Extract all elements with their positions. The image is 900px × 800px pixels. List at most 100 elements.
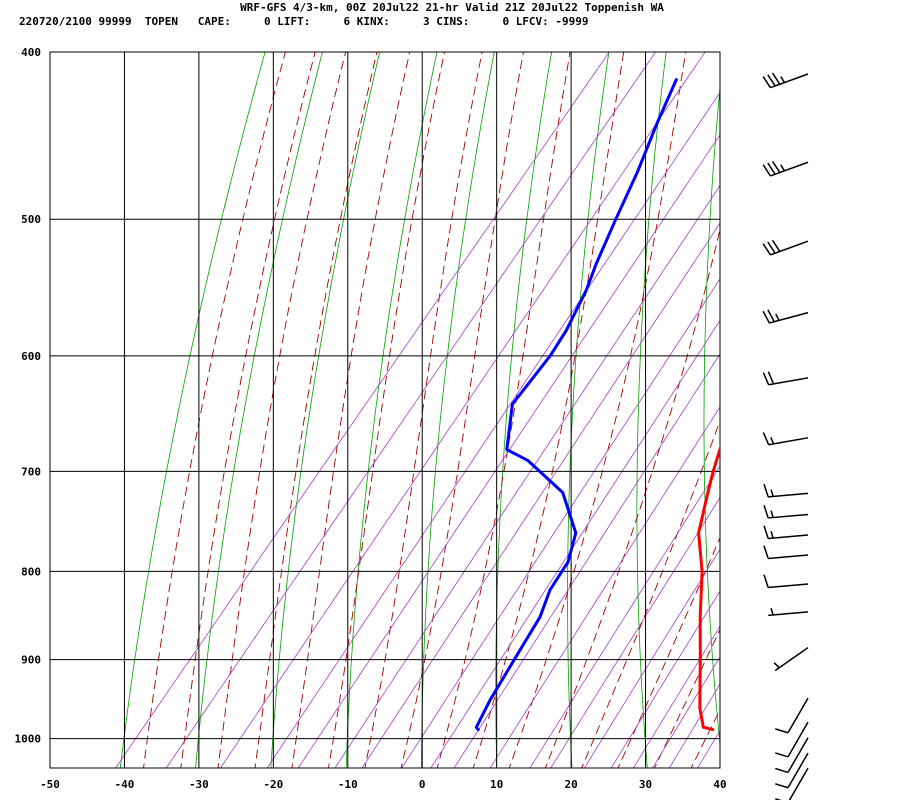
barb-half-flag	[770, 489, 774, 497]
wind-barb	[763, 574, 809, 589]
dry-adiabat	[495, 52, 553, 768]
dewpoint-line	[474, 78, 678, 732]
axis-labels: 400 500 600 700 800 900 1000 -50 -40 -30 -20 -10 0 10…	[15, 46, 727, 791]
moist-adiabat	[726, 21, 900, 772]
barb-shaft	[770, 161, 809, 177]
pressure-tick-label: 400	[21, 46, 41, 59]
wind-barb	[768, 607, 809, 617]
barb-flag	[767, 241, 776, 254]
dry-adiabat	[119, 52, 266, 768]
mixing-ratio-line	[266, 91, 720, 768]
mixing-ratio-line	[115, 52, 610, 768]
moist-adiabat	[328, 52, 445, 768]
barb-half-flag	[770, 530, 774, 539]
barb-shaft	[768, 583, 809, 589]
barb-flag	[775, 752, 789, 758]
temperature-tick-label: 30	[639, 778, 652, 791]
barb-flag	[762, 164, 772, 177]
wind-barb	[763, 525, 809, 540]
wind-barb	[762, 160, 809, 177]
barb-half-flag	[780, 164, 786, 172]
mixing-ratio-line	[334, 184, 720, 768]
wind-barb	[775, 697, 809, 734]
barb-flag	[762, 372, 770, 386]
dry-adiabat	[567, 52, 610, 768]
barb-shaft	[787, 721, 809, 758]
barb-flag	[763, 505, 769, 519]
barb-flag	[767, 309, 775, 323]
temperature-tick-label: 0	[419, 778, 426, 791]
moist-adiabat	[400, 52, 524, 768]
barb-half-flag	[770, 436, 775, 445]
mixing-ratio-line	[361, 222, 720, 768]
temperature-tick-label: -40	[115, 778, 135, 791]
barb-flag	[763, 483, 769, 498]
wind-barb	[775, 721, 809, 758]
chart-title: WRF-GFS 4/3-km, 00Z 20Jul22 21-hr Valid …	[240, 1, 664, 14]
moist-adiabat	[143, 52, 286, 768]
temperature-tick-label: -50	[40, 778, 60, 791]
dry-adiabat	[893, 23, 900, 768]
pressure-tick-label: 700	[21, 465, 41, 478]
wind-barb	[763, 505, 809, 519]
wind-barb	[762, 432, 809, 446]
temperature-tick-label: 20	[564, 778, 577, 791]
dry-adiabat	[769, 23, 798, 768]
pressure-tick-label: 600	[21, 350, 41, 363]
temperature-tick-label: -10	[338, 778, 358, 791]
moist-adiabat	[217, 52, 347, 768]
barb-flag	[767, 162, 776, 175]
dry-adiabat	[636, 52, 667, 768]
barb-flag	[762, 310, 771, 324]
moist-adiabat	[254, 52, 378, 768]
wind-barb	[775, 767, 809, 800]
barb-shaft	[788, 767, 809, 800]
barb-half-flag	[780, 76, 786, 83]
barb-half-flag	[770, 510, 774, 518]
barb-flag	[762, 76, 772, 89]
barb-flag	[771, 239, 781, 252]
pressure-tick-label: 500	[21, 213, 41, 226]
wind-barb	[762, 371, 809, 386]
pressure-tick-label: 800	[21, 565, 41, 578]
mixing-ratio-line	[652, 656, 720, 768]
barb-shaft	[768, 513, 809, 519]
barb-flag	[775, 767, 789, 774]
series-lines	[474, 78, 720, 732]
mixing-ratio-line	[529, 465, 720, 768]
barb-shaft	[770, 73, 809, 89]
mixing-ratio-line	[453, 353, 720, 768]
mixing-ratio-line	[633, 625, 720, 768]
wind-barb	[763, 483, 809, 498]
mixing-ratio-line	[430, 319, 720, 768]
dry-adiabat	[703, 83, 720, 748]
wind-barb	[762, 239, 809, 256]
temperature-tick-label: -20	[263, 778, 283, 791]
barb-shaft	[787, 752, 809, 789]
barb-shaft	[768, 611, 809, 617]
mixing-ratio-line	[489, 406, 720, 768]
background-lines	[115, 21, 900, 772]
chart-subtitle: 220720/2100 99999 TOPEN CAPE: 0 LIFT: 6 …	[19, 15, 589, 28]
mixing-ratio-line	[584, 548, 720, 768]
moist-adiabat	[581, 419, 720, 768]
barb-shaft	[787, 737, 809, 773]
moist-adiabat	[654, 628, 720, 768]
dry-adiabat	[195, 52, 323, 768]
barb-half-flag	[773, 662, 780, 669]
mixing-ratio-line	[610, 590, 720, 768]
barb-shaft	[769, 311, 809, 324]
dry-adiabat	[345, 52, 438, 768]
temperature-tick-label: -30	[189, 778, 209, 791]
barb-shaft	[768, 377, 809, 386]
barb-flag	[775, 798, 782, 800]
wind-barb	[775, 752, 809, 789]
barb-flag	[762, 243, 772, 256]
barb-flag	[771, 160, 781, 173]
grid	[49, 51, 721, 769]
barb-flag	[775, 728, 789, 734]
wind-barb	[763, 545, 809, 560]
mixing-ratio-line	[165, 52, 657, 768]
moist-adiabat	[617, 536, 720, 768]
